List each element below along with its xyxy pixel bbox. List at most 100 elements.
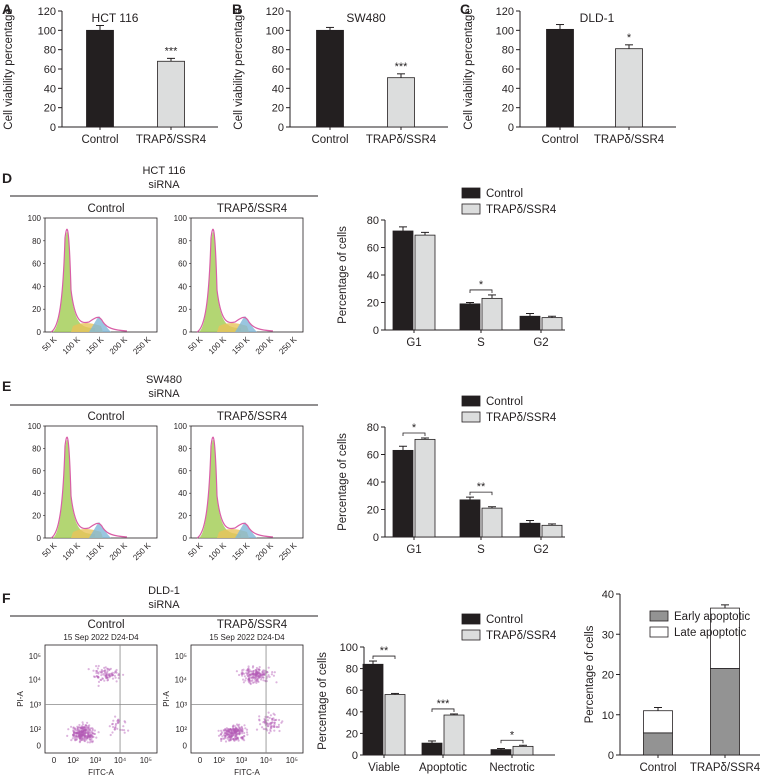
scatter-dot <box>93 732 96 736</box>
scatter-dot <box>90 736 93 739</box>
bar <box>519 522 541 538</box>
scatter-dot <box>232 727 235 730</box>
scatter-x-tick: 10⁵ <box>286 756 298 765</box>
scatter-dot <box>271 721 274 724</box>
scatter-dot <box>249 674 252 677</box>
scatter-dot <box>84 734 87 737</box>
bar <box>490 749 512 756</box>
scatter-dot <box>256 671 259 674</box>
scatter-dot <box>246 672 249 676</box>
scatter-dot <box>77 732 81 735</box>
scatter-dot <box>91 735 94 738</box>
scatter-dot <box>234 727 237 730</box>
scatter-dot <box>77 736 80 739</box>
scatter-dot <box>80 726 83 729</box>
scatter-dot <box>256 674 260 677</box>
scatter-dot <box>272 724 276 727</box>
scatter-dot <box>263 718 267 722</box>
scatter-dot <box>245 731 249 734</box>
scatter-dot <box>254 672 257 675</box>
y-tick-label: 40 <box>367 270 379 282</box>
scatter-dot <box>97 731 100 734</box>
chart-d: 0 20 40 60 80 Percentage of cells G1 S G2 * Contro… <box>337 187 565 349</box>
scatter-dot <box>255 675 258 678</box>
scatter-dot <box>238 731 242 734</box>
scatter-dot <box>235 730 238 733</box>
scatter-dot <box>113 728 116 731</box>
g2-peak <box>235 522 257 538</box>
scatter-dot <box>252 676 255 680</box>
significance-label: ** <box>380 645 389 657</box>
x-tick-label: Control <box>311 134 348 146</box>
scatter-dot <box>241 669 244 672</box>
scatter-dot <box>78 732 81 736</box>
scatter-dot <box>236 728 239 731</box>
scatter-dot <box>249 673 252 676</box>
scatter-dot <box>74 727 77 730</box>
scatter-dot <box>270 726 273 729</box>
scatter-dot <box>73 737 76 740</box>
scatter-dot <box>228 729 231 732</box>
scatter-dot <box>77 733 81 736</box>
scatter-dot <box>233 737 236 740</box>
scatter-dot <box>229 728 232 731</box>
scatter-dot <box>73 734 76 737</box>
histogram-x-tick: 50 K <box>40 335 58 353</box>
scatter-dot <box>116 719 119 723</box>
scatter-dot <box>269 714 272 717</box>
scatter-dot <box>86 721 89 724</box>
chart-title: SW480 <box>346 11 386 25</box>
scatter-dot <box>86 736 89 739</box>
scatter-dot <box>241 671 244 674</box>
histogram-y-tick: 40 <box>32 282 41 291</box>
scatter-y-label: PI-A <box>16 691 25 707</box>
scatter-dot <box>84 732 87 735</box>
scatter-dot <box>250 676 253 679</box>
x-tick-label: Viable <box>368 762 400 774</box>
scatter-dot <box>233 729 236 732</box>
scatter-dot <box>256 678 259 681</box>
scatter-dot <box>103 672 107 675</box>
scatter-dot <box>81 727 84 730</box>
scatter-dot <box>229 732 232 735</box>
scatter-dot <box>233 730 236 733</box>
scatter-dot <box>88 735 91 738</box>
y-tick-label: 60 <box>44 64 56 76</box>
scatter-dot <box>101 677 104 680</box>
scatter-dot <box>262 673 265 676</box>
scatter-dot <box>249 670 252 673</box>
scatter-dot <box>232 734 235 737</box>
scatter-dot <box>227 729 230 733</box>
scatter-dot <box>100 678 103 682</box>
scatter-dot <box>235 731 238 734</box>
scatter-dot <box>256 672 260 675</box>
scatter-dot <box>114 715 117 718</box>
scatter-dot <box>227 730 230 733</box>
fit-curve <box>196 228 274 333</box>
panel-label-f: F <box>2 590 11 606</box>
scatter-dot <box>114 670 117 674</box>
scatter-dot <box>255 679 258 682</box>
scatter-dot <box>280 721 283 724</box>
scatter-dot <box>271 717 274 721</box>
scatter-dot <box>92 735 95 739</box>
scatter-dot <box>247 672 250 675</box>
chart-b: 0 20 40 60 80 100 120 Cell viability percentage… <box>233 6 448 146</box>
scatter-dot <box>253 678 257 681</box>
scatter-dot <box>254 673 257 676</box>
scatter-dot <box>273 721 276 724</box>
histogram-x-tick: 200 K <box>254 335 276 357</box>
scatter-dot <box>261 726 264 729</box>
y-tick-label: 20 <box>367 298 379 310</box>
y-tick-label: 100 <box>266 25 284 37</box>
scatter-dot <box>235 734 238 737</box>
histogram-x-tick: 100 K <box>207 541 229 563</box>
bar <box>421 742 443 756</box>
y-tick-label: 0 <box>373 532 379 544</box>
y-tick-label: 40 <box>502 83 514 95</box>
scatter-dot <box>244 679 247 682</box>
scatter-dot <box>72 731 76 734</box>
scatter-dot <box>242 737 245 740</box>
scatter-dot <box>237 732 240 735</box>
scatter-dot <box>111 677 115 680</box>
